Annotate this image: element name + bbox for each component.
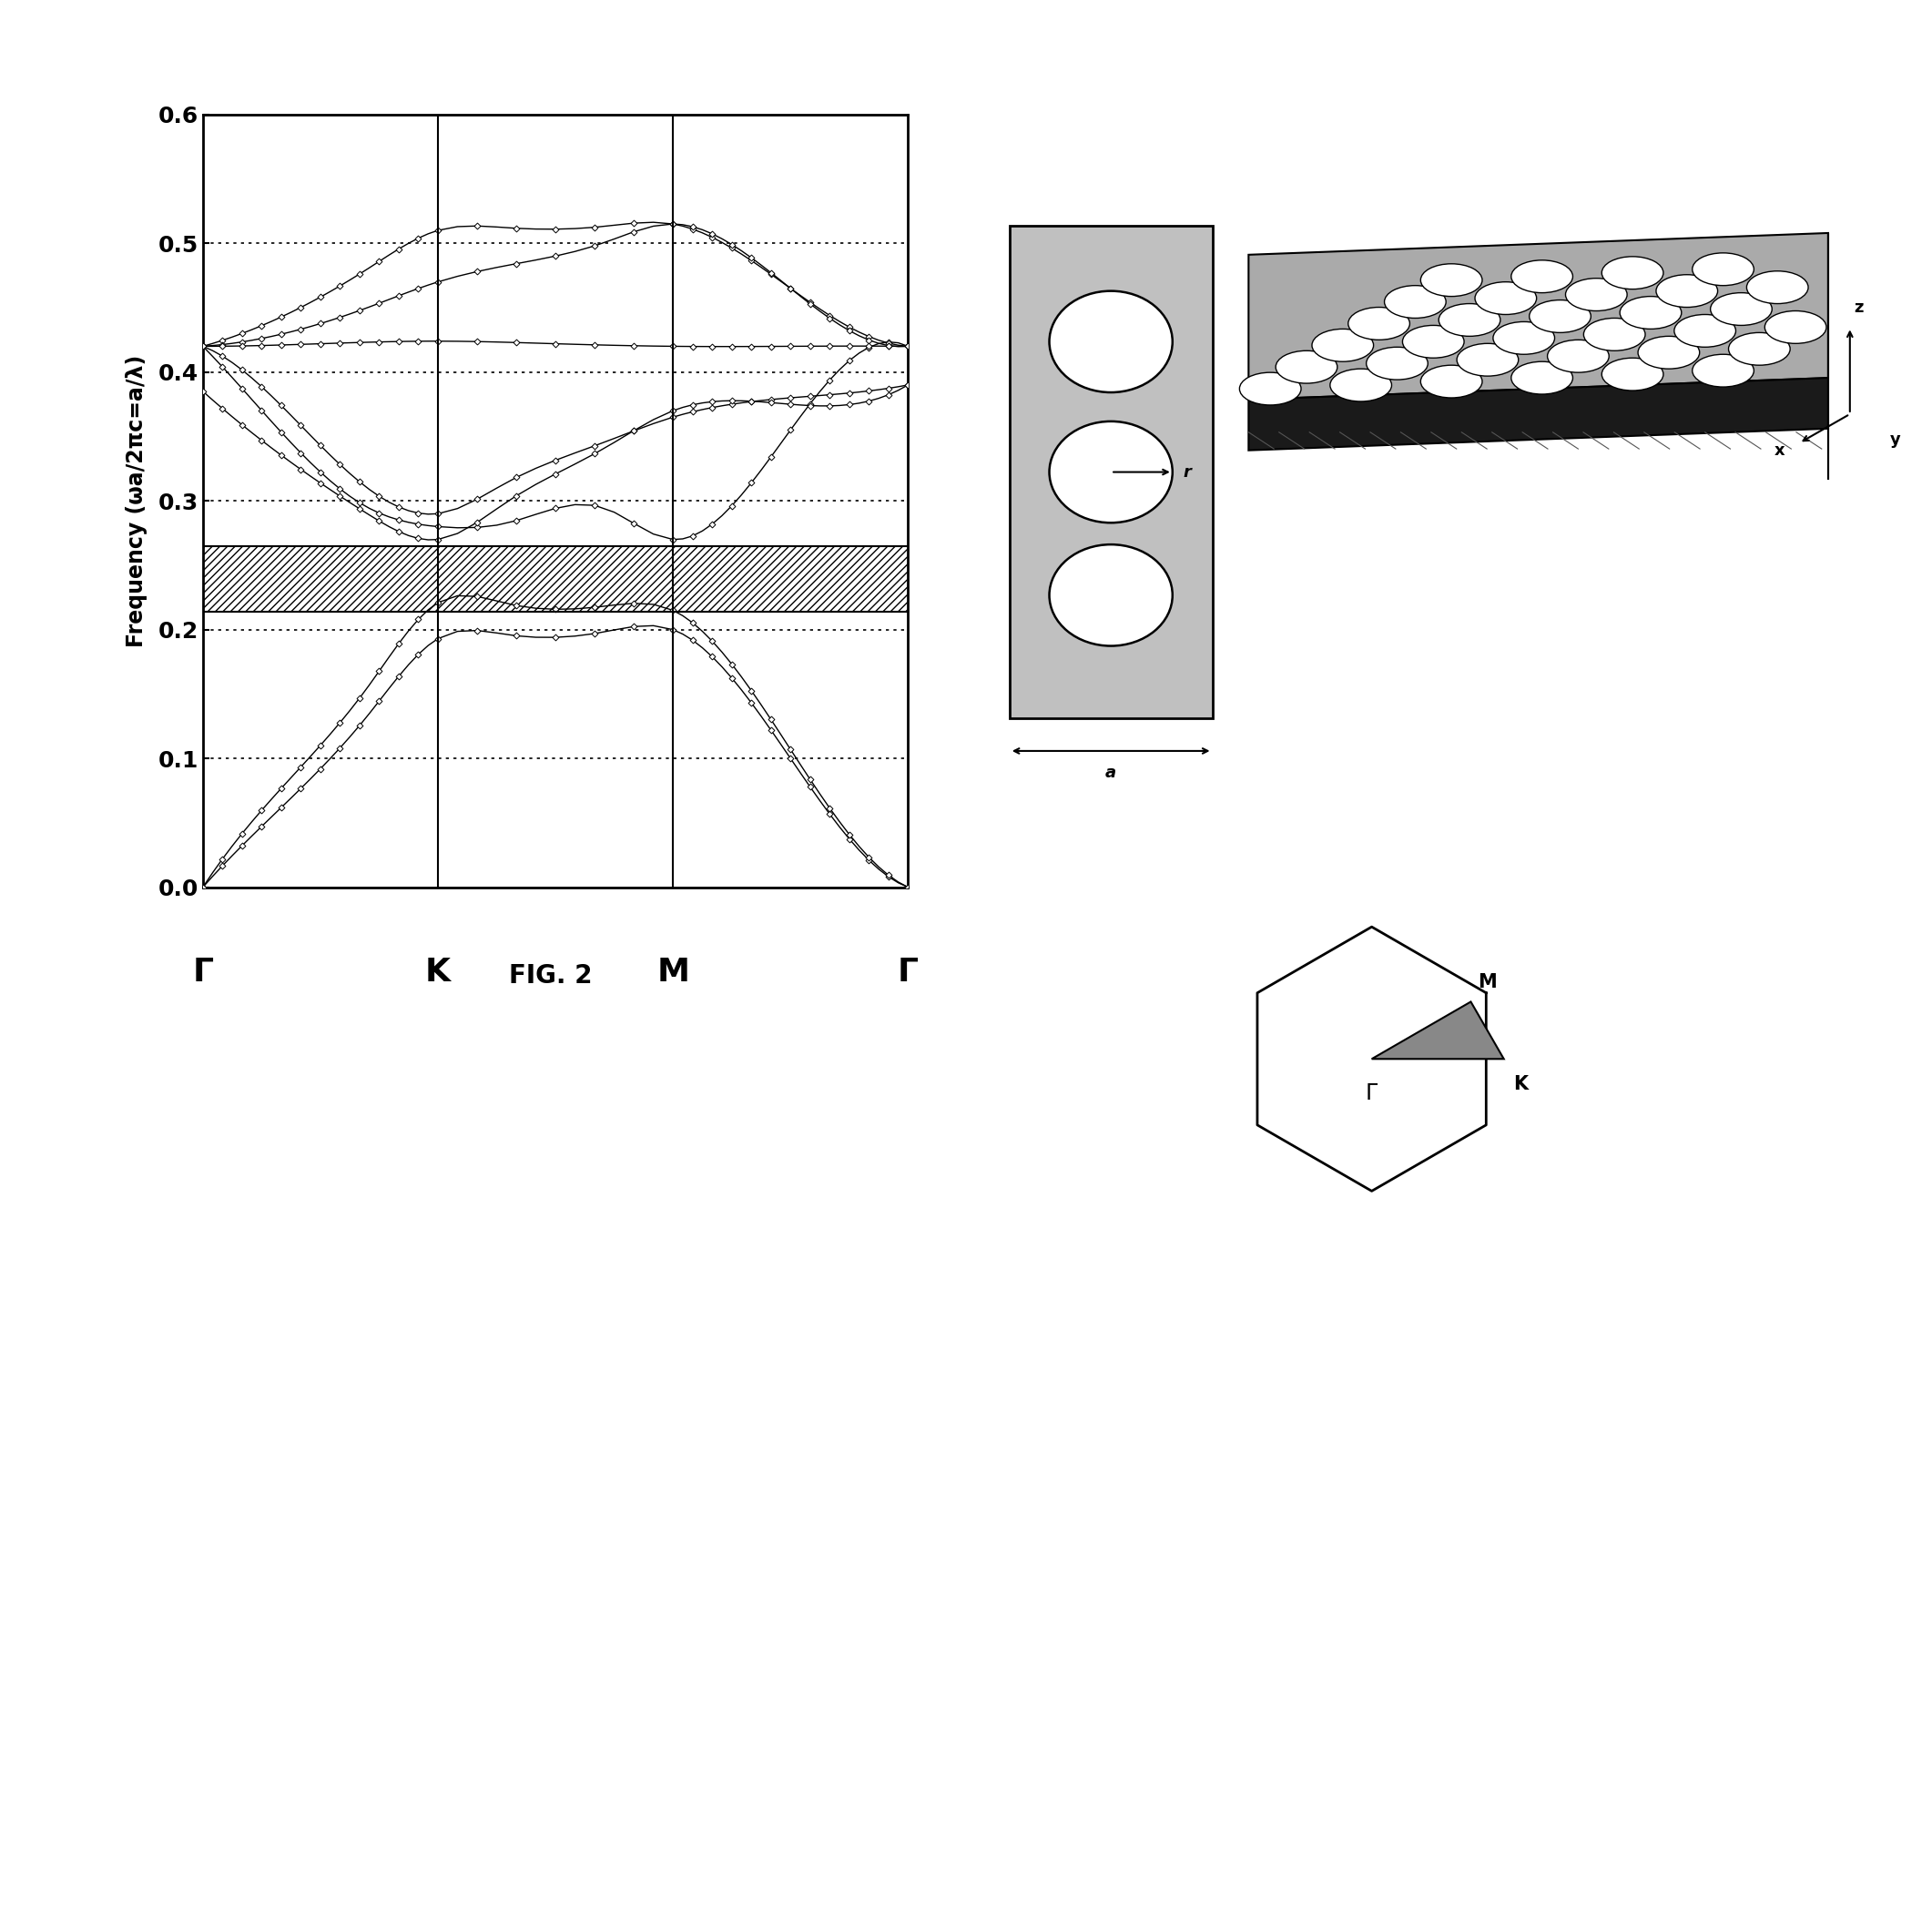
Ellipse shape: [1675, 315, 1735, 347]
Text: M: M: [1478, 973, 1495, 990]
Ellipse shape: [1511, 363, 1573, 395]
Ellipse shape: [1692, 355, 1754, 387]
Ellipse shape: [1240, 372, 1300, 404]
Text: Γ: Γ: [193, 956, 213, 988]
Ellipse shape: [1385, 286, 1445, 319]
Ellipse shape: [1602, 256, 1663, 290]
Ellipse shape: [1493, 322, 1555, 355]
Ellipse shape: [1692, 254, 1754, 286]
Polygon shape: [1248, 233, 1828, 399]
Ellipse shape: [1530, 300, 1590, 332]
Ellipse shape: [1729, 332, 1791, 364]
Ellipse shape: [1602, 359, 1663, 391]
Polygon shape: [1248, 378, 1828, 450]
Polygon shape: [1372, 1002, 1503, 1059]
Ellipse shape: [1366, 347, 1428, 380]
Ellipse shape: [1049, 290, 1173, 393]
Ellipse shape: [1584, 319, 1646, 351]
Text: a: a: [1105, 765, 1117, 780]
Text: K: K: [1513, 1074, 1528, 1093]
Ellipse shape: [1420, 364, 1482, 397]
Text: Γ: Γ: [898, 956, 918, 988]
Ellipse shape: [1275, 351, 1337, 384]
Ellipse shape: [1710, 292, 1772, 326]
Ellipse shape: [1049, 544, 1173, 647]
Ellipse shape: [1764, 311, 1826, 343]
Ellipse shape: [1439, 303, 1501, 336]
Text: $\Gamma$: $\Gamma$: [1364, 1082, 1379, 1105]
Ellipse shape: [1638, 336, 1700, 368]
Ellipse shape: [1747, 271, 1808, 303]
Bar: [203, 546, 908, 612]
Ellipse shape: [1565, 279, 1627, 311]
Ellipse shape: [1474, 282, 1536, 315]
Ellipse shape: [1349, 307, 1410, 340]
Text: r: r: [1182, 464, 1192, 481]
Ellipse shape: [1548, 340, 1609, 372]
Ellipse shape: [1403, 326, 1464, 359]
Text: K: K: [425, 956, 450, 988]
Ellipse shape: [1049, 422, 1173, 523]
Ellipse shape: [1312, 328, 1374, 363]
Text: M: M: [657, 956, 690, 988]
Bar: [1009, 225, 1213, 717]
Text: y: y: [1889, 431, 1901, 448]
Y-axis label: Frequency (ωa/2πc=a/λ): Frequency (ωa/2πc=a/λ): [126, 355, 149, 647]
Ellipse shape: [1329, 368, 1391, 401]
Ellipse shape: [1511, 259, 1573, 292]
Text: x: x: [1774, 443, 1785, 458]
Ellipse shape: [1656, 275, 1718, 307]
Text: FIG. 2: FIG. 2: [508, 964, 593, 988]
Ellipse shape: [1619, 296, 1681, 328]
Text: z: z: [1853, 300, 1862, 317]
Ellipse shape: [1457, 343, 1519, 376]
Ellipse shape: [1420, 263, 1482, 296]
